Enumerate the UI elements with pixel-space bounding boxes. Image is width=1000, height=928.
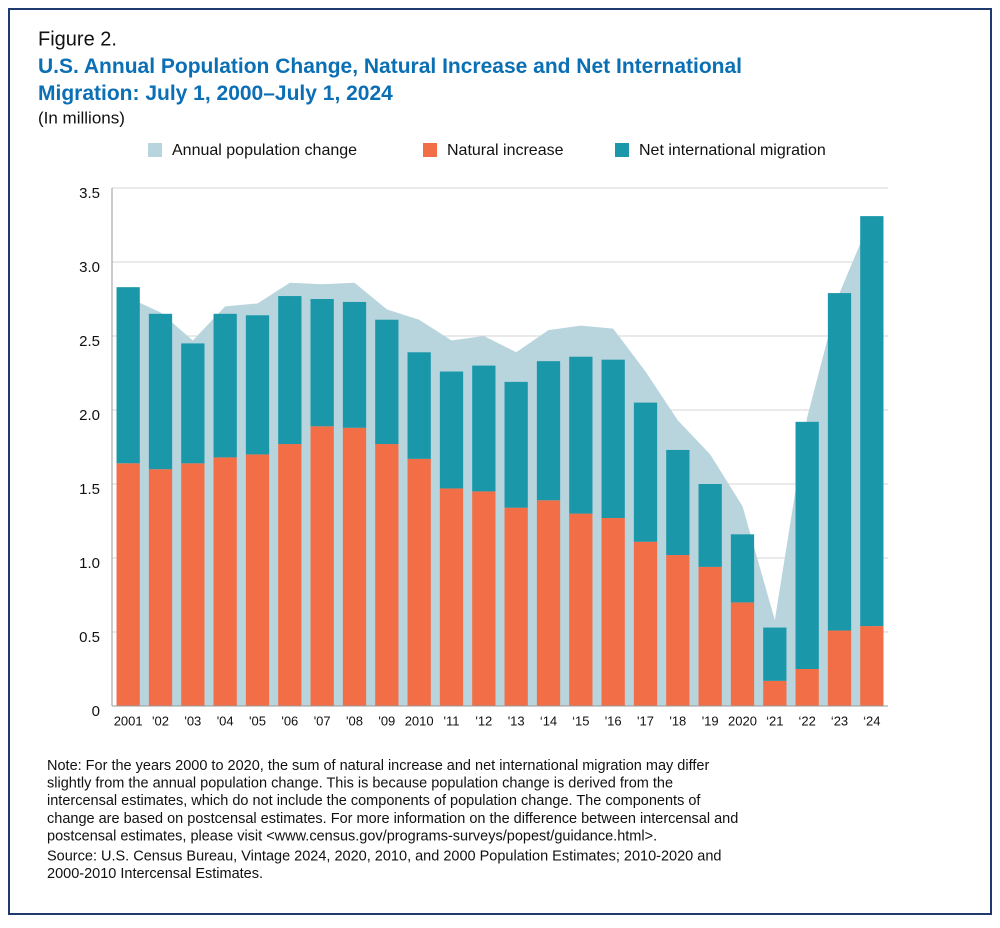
bar — [633, 402, 658, 542]
bar — [730, 534, 755, 603]
bar — [860, 626, 884, 706]
bar — [633, 541, 658, 706]
y-tick-label: 3.5 — [79, 185, 100, 202]
bar — [310, 426, 334, 706]
x-tick-label: 2020 — [728, 713, 757, 728]
x-tick-label: 2010 — [405, 713, 434, 728]
bar — [569, 356, 593, 514]
x-tick-label: '17 — [637, 713, 654, 728]
x-tick-label: '12 — [475, 713, 492, 728]
bar — [698, 484, 722, 567]
bar — [439, 371, 464, 489]
legend-swatch — [423, 143, 437, 157]
x-tick-label: '13 — [508, 713, 525, 728]
bar — [827, 293, 852, 631]
bar — [342, 301, 367, 428]
x-tick-label: ‘21 — [766, 713, 783, 728]
bar — [472, 365, 496, 492]
x-tick-label: '09 — [378, 713, 395, 728]
legend-label: Annual population change — [172, 142, 357, 159]
y-tick-label: 0 — [92, 703, 100, 720]
bar — [601, 518, 625, 706]
bar — [536, 500, 561, 706]
bar — [375, 319, 399, 445]
x-tick-label: '11 — [444, 713, 460, 728]
bar — [148, 469, 173, 706]
bar — [569, 513, 593, 706]
y-tick-label: 2.0 — [79, 407, 100, 424]
x-tick-label: '03 — [184, 713, 201, 728]
bar — [730, 602, 755, 706]
bar — [666, 449, 690, 556]
y-tick-label: 0.5 — [79, 629, 100, 646]
x-tick-label: '08 — [346, 713, 363, 728]
x-tick-label: '04 — [217, 713, 234, 728]
x-tick-label: 2001 — [114, 713, 143, 728]
bar — [407, 352, 431, 459]
bar — [375, 444, 399, 706]
x-tick-label: '06 — [281, 713, 298, 728]
note: Source: U.S. Census Bureau, Vintage 2024… — [47, 848, 721, 864]
note: change are based on postcensal estimates… — [47, 811, 738, 827]
x-tick-label: '19 — [702, 713, 719, 728]
legend-label: Natural increase — [447, 142, 564, 159]
note: postcensal estimates, please visit <www.… — [47, 829, 657, 845]
note: intercensal estimates, which do not incl… — [47, 793, 701, 809]
bar — [278, 444, 302, 706]
frame — [8, 8, 992, 915]
x-tick-label: '16 — [605, 713, 622, 728]
legend-label: Net international migration — [639, 142, 826, 159]
chart-title: U.S. Annual Population Change, Natural I… — [38, 55, 742, 105]
x-tick-label: ‘23 — [831, 713, 848, 728]
x-tick-label: '05 — [249, 713, 266, 728]
bar — [213, 313, 237, 458]
x-tick-label: ‘24 — [863, 713, 880, 728]
note: Note: For the years 2000 to 2020, the su… — [47, 758, 709, 774]
bar — [116, 287, 140, 464]
y-tick-label: 1.0 — [79, 555, 100, 572]
bar — [763, 680, 787, 706]
x-tick-label: '18 — [669, 713, 686, 728]
legend-swatch — [615, 143, 629, 157]
x-tick-label: ‘15 — [572, 713, 589, 728]
y-tick-label: 2.5 — [79, 333, 100, 350]
bar — [827, 630, 852, 706]
bar — [763, 627, 787, 681]
y-tick-label: 3.0 — [79, 259, 100, 276]
bar — [148, 313, 173, 470]
bar — [278, 296, 302, 445]
bar — [310, 299, 334, 427]
bar — [245, 315, 270, 455]
bar — [795, 421, 819, 669]
subtitle: (In millions) — [38, 108, 125, 127]
legend-swatch — [148, 143, 162, 157]
bar — [213, 457, 237, 706]
bar — [472, 491, 496, 706]
bar — [181, 463, 205, 706]
note: slightly from the annual population chan… — [47, 776, 673, 792]
bar — [860, 216, 884, 627]
bar — [407, 458, 431, 706]
y-tick-label: 1.5 — [79, 481, 100, 498]
bar — [504, 381, 528, 508]
bar — [181, 343, 205, 464]
x-tick-label: '07 — [314, 713, 331, 728]
x-tick-label: '02 — [152, 713, 169, 728]
bar — [536, 361, 561, 501]
note: 2000-2010 Intercensal Estimates. — [47, 866, 263, 882]
bar — [601, 359, 625, 519]
bar — [698, 566, 722, 706]
bar — [795, 669, 819, 706]
figure-label: Figure 2. — [38, 28, 117, 50]
bar — [439, 488, 464, 706]
bar — [666, 555, 690, 706]
x-tick-label: ‘14 — [540, 713, 557, 728]
bar — [504, 507, 528, 706]
bar — [116, 463, 140, 706]
bar — [342, 427, 367, 706]
x-tick-label: ‘22 — [798, 713, 815, 728]
bar — [245, 454, 270, 706]
